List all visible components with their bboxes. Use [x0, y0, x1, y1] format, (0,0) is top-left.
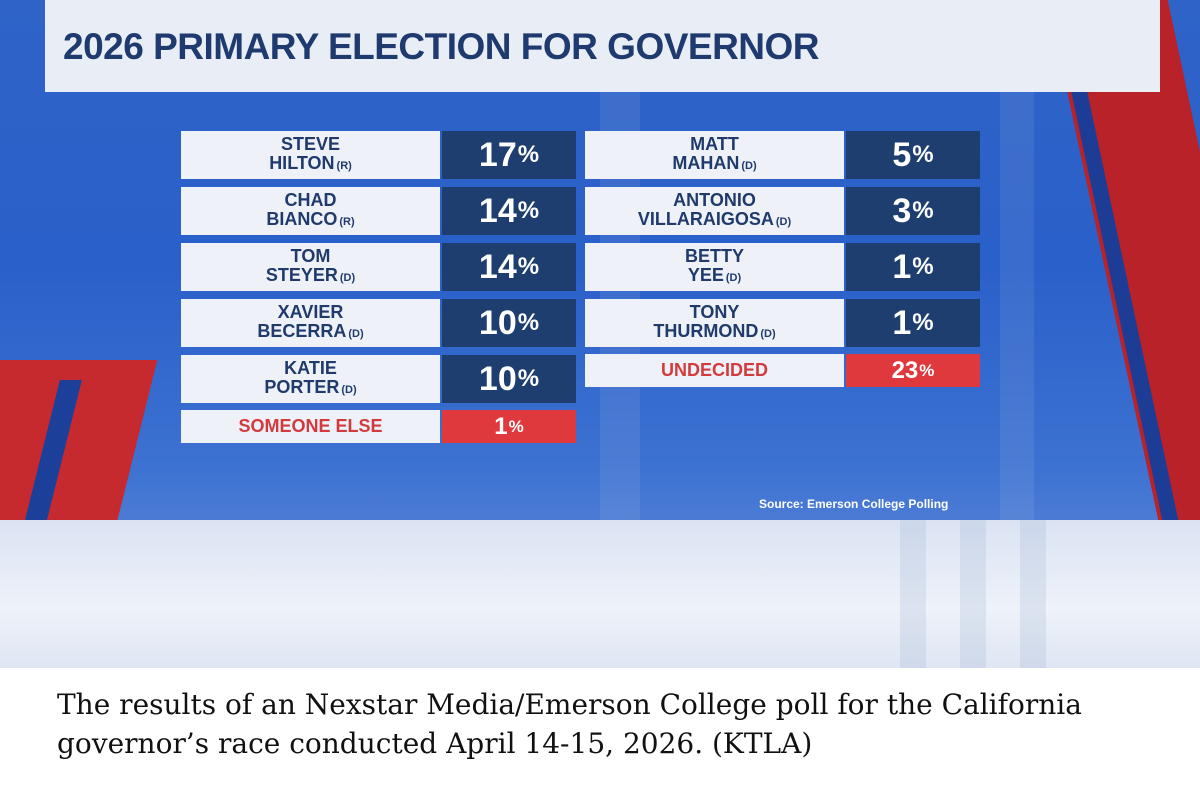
- candidate-last-name-line: BIANCO (R): [266, 208, 355, 232]
- candidate-first-name: CHAD: [284, 189, 337, 210]
- other-response-percent-cell: 23%: [846, 354, 980, 387]
- candidate-first-name: TONY: [689, 301, 740, 322]
- candidate-percent-cell: 10%: [442, 355, 576, 403]
- percent-sign: %: [517, 309, 540, 336]
- candidate-first-name: XAVIER: [277, 301, 344, 322]
- candidate-percent-value: 5: [892, 135, 912, 174]
- candidate-percent-cell: 3%: [846, 187, 980, 235]
- percent-sign: %: [517, 197, 540, 224]
- candidate-first-name: KATIE: [284, 357, 337, 378]
- other-response-label: SOMEONE ELSE: [238, 416, 383, 436]
- candidate-last-name: HILTON: [269, 152, 335, 173]
- candidate-last-name-line: THURMOND (D): [653, 320, 776, 344]
- candidate-first-name: ANTONIO: [673, 189, 756, 210]
- candidate-percent-value: 1: [892, 303, 912, 342]
- candidate-name-cell: XAVIER BECERRA (D): [181, 299, 440, 347]
- background-column: [1020, 520, 1046, 668]
- candidate-party: (R): [339, 215, 355, 228]
- source-note: Source: Emerson College Polling: [759, 497, 949, 511]
- candidate-party: (D): [760, 327, 776, 340]
- candidate-last-name: PORTER: [264, 376, 340, 397]
- candidate-party: (D): [741, 159, 757, 172]
- percent-sign: %: [508, 416, 524, 436]
- percent-sign: %: [912, 197, 934, 224]
- candidate-percent-value: 17: [478, 135, 517, 174]
- candidate-percent-value: 14: [478, 247, 517, 286]
- candidate-percent-cell: 1%: [846, 299, 980, 347]
- candidate-first-name: MATT: [690, 133, 739, 154]
- title-band: 2026 PRIMARY ELECTION FOR GOVERNOR: [45, 0, 1160, 92]
- candidate-party: (D): [339, 271, 356, 284]
- candidate-percent-cell: 14%: [442, 187, 576, 235]
- poll-graphic: 2026 PRIMARY ELECTION FOR GOVERNOR STEVE…: [0, 0, 1200, 668]
- candidate-party: (D): [725, 271, 742, 284]
- percent-sign: %: [517, 141, 540, 168]
- candidate-percent-cell: 5%: [846, 131, 980, 179]
- percent-sign: %: [912, 253, 934, 280]
- candidate-name-cell: STEVE HILTON (R): [181, 131, 440, 179]
- percent-sign: %: [912, 141, 934, 168]
- background-pillar: [1000, 90, 1034, 520]
- other-response-label-cell: UNDECIDED: [585, 354, 844, 387]
- candidate-percent-cell: 14%: [442, 243, 576, 291]
- background-column: [960, 520, 986, 668]
- candidate-name-cell: TONY THURMOND (D): [585, 299, 844, 347]
- candidate-name-cell: MATT MAHAN (D): [585, 131, 844, 179]
- other-response-label-cell: SOMEONE ELSE: [181, 410, 440, 443]
- candidate-last-name-line: PORTER (D): [264, 376, 357, 400]
- candidate-last-name-line: HILTON (R): [269, 152, 352, 176]
- candidate-name-cell: TOM STEYER (D): [181, 243, 440, 291]
- candidate-party: (D): [348, 327, 364, 340]
- percent-sign: %: [517, 253, 540, 280]
- other-response-percent-value: 23: [891, 356, 919, 384]
- candidate-percent-value: 10: [478, 359, 517, 398]
- candidate-last-name: BECERRA: [257, 320, 347, 341]
- candidate-name-cell: KATIE PORTER (D): [181, 355, 440, 403]
- candidate-last-name: BIANCO: [266, 208, 338, 229]
- candidate-party: (R): [336, 159, 352, 172]
- candidate-last-name-line: YEE (D): [687, 264, 742, 288]
- candidate-first-name: STEVE: [280, 133, 341, 154]
- candidate-percent-value: 1: [892, 247, 912, 286]
- candidate-percent-cell: 10%: [442, 299, 576, 347]
- candidate-last-name: VILLARAIGOSA: [637, 208, 774, 229]
- candidate-last-name-line: STEYER (D): [265, 264, 356, 288]
- candidate-percent-value: 10: [478, 303, 517, 342]
- percent-sign: %: [517, 365, 540, 392]
- candidate-last-name-line: MAHAN (D): [672, 152, 757, 176]
- candidate-party: (D): [341, 383, 357, 396]
- chart-title: 2026 PRIMARY ELECTION FOR GOVERNOR: [63, 26, 820, 67]
- other-response-label: UNDECIDED: [660, 360, 768, 380]
- candidate-first-name: TOM: [290, 245, 331, 266]
- candidate-last-name: THURMOND: [653, 320, 759, 341]
- photo-caption: The results of an Nexstar Media/Emerson …: [57, 688, 1082, 760]
- candidate-last-name: YEE: [687, 264, 724, 285]
- candidate-name-cell: BETTY YEE (D): [585, 243, 844, 291]
- percent-sign: %: [919, 360, 935, 380]
- percent-sign: %: [912, 309, 934, 336]
- candidate-last-name: MAHAN: [672, 152, 740, 173]
- candidate-last-name: STEYER: [265, 264, 338, 285]
- other-response-percent-value: 1: [494, 412, 508, 440]
- candidate-percent-value: 14: [478, 191, 517, 230]
- candidate-name-cell: ANTONIO VILLARAIGOSA (D): [585, 187, 844, 235]
- background-column: [900, 520, 926, 668]
- lower-background-band: [0, 520, 1200, 668]
- other-response-percent-cell: 1%: [442, 410, 576, 443]
- candidate-party: (D): [775, 215, 792, 228]
- candidate-first-name: BETTY: [684, 245, 744, 266]
- candidate-last-name-line: VILLARAIGOSA (D): [637, 208, 792, 232]
- candidate-last-name-line: BECERRA (D): [257, 320, 364, 344]
- candidate-percent-value: 3: [892, 191, 912, 230]
- candidate-name-cell: CHAD BIANCO (R): [181, 187, 440, 235]
- candidate-percent-cell: 17%: [442, 131, 576, 179]
- candidate-percent-cell: 1%: [846, 243, 980, 291]
